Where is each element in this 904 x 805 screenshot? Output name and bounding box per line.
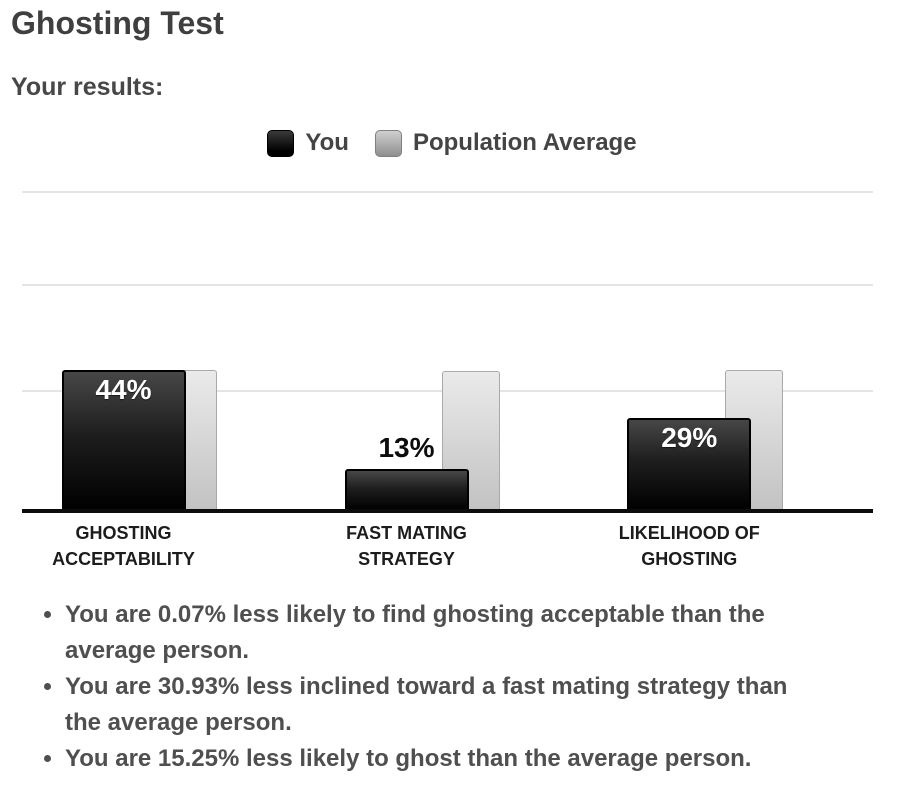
category-label: GHOSTING ACCEPTABILITY	[52, 523, 195, 569]
category-label: LIKELIHOOD OF GHOSTING	[618, 523, 760, 569]
bar-value-label: 13%	[378, 432, 435, 463]
bar-value-label: 29%	[661, 422, 718, 453]
you-legend-label: You	[305, 129, 349, 156]
summary-bullet: You are 0.07% less likely to find ghosti…	[65, 597, 820, 669]
you-score-bar	[344, 469, 469, 510]
you-legend-swatch-icon	[267, 129, 295, 157]
chart-legend: You Population Average	[0, 129, 904, 157]
population-average-legend-label: Population Average	[412, 129, 637, 156]
bar-chart: 44% GHOSTING ACCEPTABILITY 13% FAST MATING …	[0, 170, 904, 600]
x-axis-line	[22, 509, 873, 513]
bar-value-label: 44%	[95, 374, 152, 405]
results-summary-list: You are 0.07% less likely to find ghosti…	[35, 597, 820, 777]
gridline	[22, 284, 873, 286]
you-score-bar	[627, 418, 752, 510]
gridline	[22, 191, 873, 193]
results-subtitle: Your results:	[11, 73, 164, 101]
summary-bullet: You are 30.93% less inclined toward a fa…	[65, 669, 820, 741]
summary-bullet: You are 15.25% less likely to ghost than…	[65, 741, 820, 777]
you-score-bar	[61, 370, 186, 510]
page-title: Ghosting Test	[11, 5, 224, 41]
category-label: FAST MATING STRATEGY	[346, 523, 467, 569]
population-average-legend-swatch-icon	[374, 129, 402, 157]
